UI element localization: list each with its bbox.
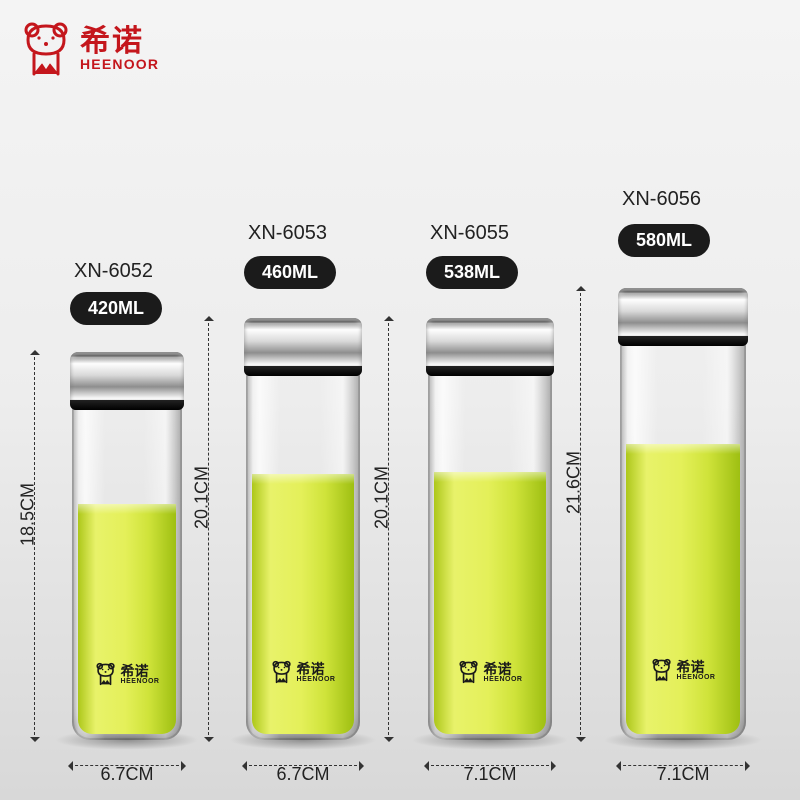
model-label: XN-6052 — [74, 260, 153, 283]
mini-brand-cn: 希诺 — [484, 662, 523, 676]
bottle-graphic: 希诺 HEENOOR — [618, 288, 748, 740]
width-dimension: 7.1CM — [618, 750, 748, 780]
bottle-XN-6056: XN-6056 580ML 希诺 HEENOOR — [618, 288, 748, 740]
brand-name-en: HEENOOR — [80, 57, 159, 71]
mini-brand-en: HEENOOR — [121, 678, 160, 685]
mini-brand-cn: 希诺 — [297, 662, 336, 676]
bottle-brand-mark: 希诺 HEENOOR — [651, 658, 716, 682]
height-dimension: 18.5CM — [34, 352, 35, 740]
bottle-XN-6053: XN-6053 460ML 希诺 HEENOOR — [244, 318, 362, 740]
bottle-graphic: 希诺 HEENOOR — [70, 352, 184, 740]
bottle-XN-6055: XN-6055 538ML 希诺 HEENOOR — [426, 318, 554, 740]
capacity-badge: 460ML — [244, 256, 336, 289]
bottle-XN-6052: XN-6052 420ML 希诺 HEENOOR — [70, 352, 184, 740]
width-value: 7.1CM — [656, 764, 709, 785]
capacity-badge: 538ML — [426, 256, 518, 289]
capacity-badge: 580ML — [618, 224, 710, 257]
bottle-brand-mark: 希诺 HEENOOR — [458, 660, 523, 684]
bottle-liquid — [626, 444, 740, 734]
height-value: 20.1CM — [192, 466, 213, 529]
bottle-cap — [426, 318, 554, 376]
model-label: XN-6056 — [622, 188, 701, 211]
mini-brand-cn: 希诺 — [677, 660, 716, 674]
height-value: 20.1CM — [372, 466, 393, 529]
bottle-brand-mark: 希诺 HEENOOR — [95, 662, 160, 686]
width-value: 7.1CM — [463, 764, 516, 785]
mini-brand-en: HEENOOR — [677, 674, 716, 681]
height-dimension: 21.6CM — [580, 288, 581, 740]
bottle-glass: 希诺 HEENOOR — [72, 406, 182, 740]
width-dimension: 7.1CM — [426, 750, 554, 780]
model-label: XN-6053 — [248, 222, 327, 245]
bear-icon — [20, 20, 72, 78]
width-value: 6.7CM — [100, 764, 153, 785]
bottle-liquid — [78, 504, 176, 734]
product-stage: XN-6052 420ML 希诺 HEENOOR — [0, 110, 800, 740]
model-label: XN-6055 — [430, 222, 509, 245]
capacity-badge: 420ML — [70, 292, 162, 325]
height-value: 21.6CM — [564, 451, 585, 514]
bottle-brand-mark: 希诺 HEENOOR — [271, 660, 336, 684]
brand-name-cn: 希诺 — [80, 27, 159, 57]
brand-logo-text: 希诺 HEENOOR — [80, 27, 159, 71]
width-dimension: 6.7CM — [244, 750, 362, 780]
bottle-cap — [618, 288, 748, 346]
bottle-liquid — [434, 472, 546, 734]
bottle-glass: 希诺 HEENOOR — [246, 372, 360, 740]
mini-brand-en: HEENOOR — [484, 676, 523, 683]
bottle-graphic: 希诺 HEENOOR — [426, 318, 554, 740]
bottle-cap — [70, 352, 184, 410]
bottle-glass: 希诺 HEENOOR — [428, 372, 552, 740]
width-dimension: 6.7CM — [70, 750, 184, 780]
bottle-cap — [244, 318, 362, 376]
height-dimension: 20.1CM — [388, 318, 389, 740]
height-dimension: 20.1CM — [208, 318, 209, 740]
bottle-liquid — [252, 474, 354, 734]
brand-logo: 希诺 HEENOOR — [20, 20, 159, 78]
width-value: 6.7CM — [276, 764, 329, 785]
mini-brand-cn: 希诺 — [121, 664, 160, 678]
bottle-glass: 希诺 HEENOOR — [620, 342, 746, 740]
height-value: 18.5CM — [18, 483, 39, 546]
bottle-graphic: 希诺 HEENOOR — [244, 318, 362, 740]
mini-brand-en: HEENOOR — [297, 676, 336, 683]
